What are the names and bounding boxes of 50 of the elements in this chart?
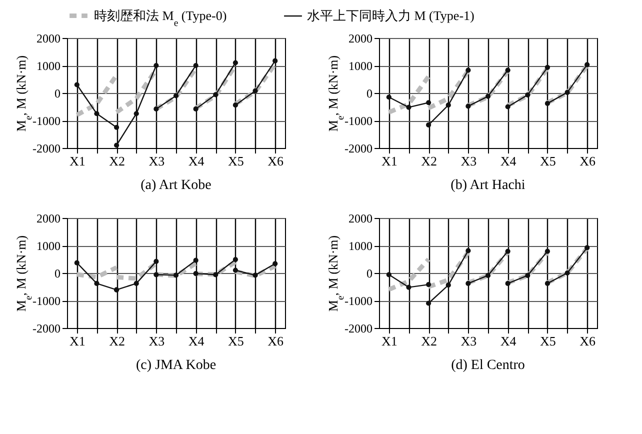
x-tick-label: X4 xyxy=(188,334,205,348)
y-tick-label: -1000 xyxy=(344,114,372,128)
x-tick-label: X6 xyxy=(268,154,284,168)
x-tick-label: X2 xyxy=(109,154,125,168)
legend-label: 水平上下同時入力 M (Type-1) xyxy=(307,8,474,23)
x-tick-label: X3 xyxy=(460,334,477,348)
x-tick-label: X3 xyxy=(148,334,165,348)
y-tick-label: 1000 xyxy=(348,239,372,253)
y-tick-label: 1000 xyxy=(36,59,60,73)
x-tick-label: X3 xyxy=(460,154,477,168)
x-tick-label: X5 xyxy=(540,154,556,168)
x-tick-label: X6 xyxy=(580,154,596,168)
y-tick-label: 2000 xyxy=(348,32,372,46)
y-tick-label: -2000 xyxy=(344,322,372,336)
y-tick-label: 1000 xyxy=(348,59,372,73)
text: (a) Art Kobe xyxy=(140,178,212,193)
y-tick-label: 0 xyxy=(54,86,60,100)
x-tick-label: X5 xyxy=(540,334,556,348)
x-tick-label: X4 xyxy=(500,154,517,168)
y-tick-label: 2000 xyxy=(36,212,60,226)
y-tick-label: -2000 xyxy=(32,322,60,336)
x-tick-label: X3 xyxy=(148,154,165,168)
x-tick-label: X4 xyxy=(188,154,205,168)
x-tick-label: X1 xyxy=(381,154,398,168)
x-tick-label: X6 xyxy=(268,334,284,348)
text: (c) JMA Kobe xyxy=(136,358,216,373)
y-tick-label: -1000 xyxy=(32,294,60,308)
x-tick-label: X2 xyxy=(421,154,437,168)
x-tick-label: X2 xyxy=(109,334,125,348)
y-tick-label: 2000 xyxy=(36,32,60,46)
x-tick-label: X2 xyxy=(421,334,437,348)
y-tick-label: 2000 xyxy=(348,212,372,226)
text: (d) El Centro xyxy=(451,358,525,373)
x-tick-label: X1 xyxy=(69,334,86,348)
x-tick-label: X1 xyxy=(69,154,86,168)
x-tick-label: X6 xyxy=(580,334,596,348)
text: (b) Art Hachi xyxy=(450,178,526,193)
y-tick-label: -2000 xyxy=(32,142,60,156)
legend-label: 時刻歴和法 M$_{e}$ (Type-0) xyxy=(94,8,227,28)
y-tick-label: 0 xyxy=(366,266,372,280)
y-tick-label: 0 xyxy=(366,86,372,100)
y-tick-label: -1000 xyxy=(32,114,60,128)
x-tick-label: X4 xyxy=(500,334,517,348)
x-tick-label: X1 xyxy=(381,334,398,348)
y-tick-label: 1000 xyxy=(36,239,60,253)
y-tick-label: -1000 xyxy=(344,294,372,308)
y-tick-label: 0 xyxy=(54,266,60,280)
x-tick-label: X5 xyxy=(228,154,244,168)
y-tick-label: -2000 xyxy=(344,142,372,156)
x-tick-label: X5 xyxy=(228,334,244,348)
